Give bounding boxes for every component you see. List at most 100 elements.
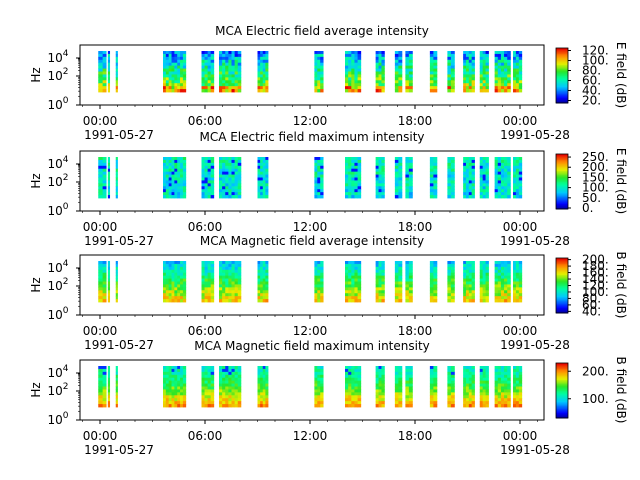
heatmap-cell xyxy=(482,395,486,399)
heatmap-cell xyxy=(115,77,118,81)
heatmap-cell xyxy=(228,374,232,379)
y-tick-label: 100 xyxy=(47,202,68,218)
colorbar-segment xyxy=(556,389,568,392)
heatmap-cell xyxy=(513,174,517,178)
heatmap-cell xyxy=(518,401,523,405)
colorbar-segment xyxy=(556,202,568,205)
heatmap-cell xyxy=(225,377,229,382)
heatmap-cell xyxy=(225,56,229,61)
heatmap-cell xyxy=(375,189,379,193)
heatmap-cell xyxy=(500,284,505,288)
heatmap-cell xyxy=(468,281,473,285)
heatmap-cell xyxy=(465,383,470,387)
heatmap-cell xyxy=(115,261,118,265)
heatmap-cell xyxy=(180,53,184,58)
heatmap-cell xyxy=(468,389,473,393)
colorbar-segment xyxy=(556,59,568,61)
heatmap-cell xyxy=(497,59,502,64)
heatmap-cell xyxy=(177,62,181,67)
heatmap-cell xyxy=(345,293,349,297)
heatmap-cell xyxy=(450,383,455,387)
heatmap-cell xyxy=(345,404,349,408)
heatmap-cell xyxy=(513,261,517,265)
heatmap-cell xyxy=(115,395,118,399)
heatmap-cell xyxy=(265,51,269,55)
heatmap-cell xyxy=(98,401,104,405)
heatmap-cell xyxy=(354,368,358,373)
heatmap-cell xyxy=(210,278,215,282)
heatmap-cell xyxy=(504,383,508,387)
heatmap-cell xyxy=(320,380,324,384)
heatmap-cell xyxy=(351,77,355,81)
heatmap-cell xyxy=(314,62,318,67)
heatmap-cell xyxy=(351,53,355,58)
heatmap-cell xyxy=(500,261,505,265)
heatmap-cell xyxy=(507,80,511,84)
heatmap-cell xyxy=(210,371,215,376)
heatmap-cell xyxy=(375,281,379,285)
heatmap-cell xyxy=(378,380,382,384)
heatmap-cell xyxy=(405,261,410,265)
heatmap-cell xyxy=(433,401,438,405)
heatmap-cell xyxy=(165,371,170,376)
y-tick-label: 102 xyxy=(47,173,68,189)
heatmap-cell xyxy=(515,290,520,294)
heatmap-cell xyxy=(225,290,229,294)
heatmap-cell xyxy=(429,299,434,303)
heatmap-cell xyxy=(98,398,104,402)
heatmap-cell xyxy=(314,261,318,265)
heatmap-cell xyxy=(168,83,172,87)
heatmap-cell xyxy=(182,77,187,81)
heatmap-cell xyxy=(351,65,355,69)
colorbar-segment xyxy=(556,304,568,307)
heatmap-cell xyxy=(228,59,232,64)
heatmap-cell xyxy=(357,377,362,382)
heatmap-cell xyxy=(433,266,438,271)
heatmap-cell xyxy=(433,59,438,64)
heatmap-cell xyxy=(231,380,236,384)
heatmap-cell xyxy=(408,74,413,78)
heatmap-cell xyxy=(262,377,266,382)
heatmap-cell xyxy=(515,157,520,161)
heatmap-cell xyxy=(354,287,358,291)
heatmap-cell xyxy=(163,162,167,167)
heatmap-cell xyxy=(115,186,118,190)
heatmap-cell xyxy=(485,74,489,78)
heatmap-cell xyxy=(201,77,205,81)
heatmap-cell xyxy=(513,290,517,294)
heatmap-cell xyxy=(479,183,484,187)
colorbar: 100.200. B field (dB) xyxy=(555,357,628,423)
heatmap-cell xyxy=(231,269,236,274)
heatmap-cell xyxy=(463,77,467,81)
heatmap-cell xyxy=(348,89,352,93)
heatmap-cell xyxy=(494,266,499,271)
heatmap-cell xyxy=(447,71,452,75)
heatmap-cell xyxy=(210,80,215,84)
heatmap-cell xyxy=(348,195,352,199)
heatmap-cell xyxy=(450,398,455,402)
heatmap-cell xyxy=(351,389,355,393)
heatmap-cell xyxy=(433,162,438,167)
heatmap-cell xyxy=(180,293,184,297)
heatmap-cell xyxy=(471,380,475,384)
heatmap-cell xyxy=(405,174,410,178)
heatmap-cell xyxy=(518,171,523,175)
heatmap-cell xyxy=(405,71,410,75)
heatmap-cell xyxy=(102,389,107,393)
heatmap-cell xyxy=(260,377,264,382)
heatmap-cell xyxy=(98,366,104,370)
heatmap-cell xyxy=(375,389,379,393)
heatmap-cell xyxy=(450,174,455,178)
heatmap-cell xyxy=(171,162,175,167)
heatmap-cell xyxy=(485,275,489,279)
heatmap-cell xyxy=(507,165,511,170)
heatmap-cell xyxy=(463,157,467,161)
heatmap-cell xyxy=(500,401,505,405)
heatmap-cell xyxy=(177,377,181,382)
heatmap-cells xyxy=(98,366,523,408)
colorbar-tick-label: 250. xyxy=(582,150,609,164)
heatmap-cell xyxy=(219,195,223,199)
heatmap-cell xyxy=(207,386,212,390)
heatmap-cell xyxy=(381,195,385,199)
